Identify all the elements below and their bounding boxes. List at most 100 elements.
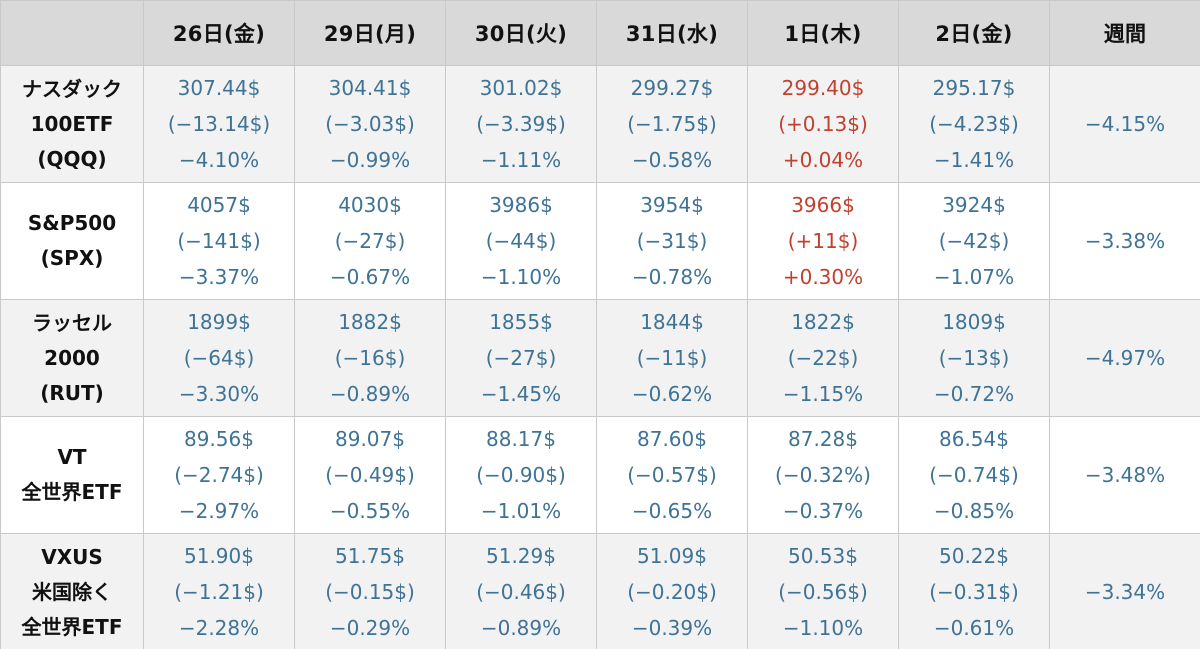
day-cell: 89.07$ (−0.49$) −0.55% [294, 416, 446, 534]
cell-change: (−27$) [334, 229, 406, 253]
cell-change: (+11$) [787, 229, 859, 253]
day-header: 29日(月) [294, 0, 446, 66]
day-cell: 87.28$ (−0.32%) −0.37% [747, 416, 899, 534]
weekly-change-cell: −3.48% [1049, 416, 1200, 534]
row-label-line: (SPX) [40, 246, 104, 270]
header-row: 26日(金) 29日(月) 30日(火) 31日(水) 1日(木) 2日(金) … [0, 0, 1200, 66]
cell-price: 87.28$ [788, 427, 858, 451]
day-cell: 51.75$ (−0.15$) −0.29% [294, 533, 446, 649]
day-header: 30日(火) [445, 0, 597, 66]
cell-change: (−13.14$) [167, 112, 271, 136]
cell-pct: −1.15% [782, 382, 864, 406]
cell-change: (+0.13$) [778, 112, 868, 136]
row-label-line: ラッセル [32, 310, 112, 335]
day-cell: 1844$ (−11$) −0.62% [596, 299, 748, 417]
cell-price: 3966$ [791, 193, 855, 217]
cell-change: (−44$) [485, 229, 557, 253]
row-label: ラッセル 2000 (RUT) [0, 299, 144, 417]
cell-price: 3924$ [942, 193, 1006, 217]
cell-pct: −0.55% [329, 499, 411, 523]
row-label-line: 2000 [44, 345, 100, 370]
day-cell: 3954$ (−31$) −0.78% [596, 182, 748, 300]
day-cell: 89.56$ (−2.74$) −2.97% [143, 416, 295, 534]
day-cell: 86.54$ (−0.74$) −0.85% [898, 416, 1050, 534]
day-cell: 299.40$ (+0.13$) +0.04% [747, 65, 899, 183]
cell-price: 304.41$ [328, 76, 412, 100]
cell-pct: −0.89% [329, 382, 411, 406]
row-label-line: (RUT) [40, 380, 104, 405]
day-cell: 1882$ (−16$) −0.89% [294, 299, 446, 417]
cell-price: 51.90$ [184, 544, 254, 568]
cell-price: 50.53$ [788, 544, 858, 568]
cell-change: (−141$) [177, 229, 261, 253]
row-label-line: ナスダック [22, 76, 122, 101]
cell-change: (−0.57$) [627, 463, 717, 487]
cell-price: 299.27$ [630, 76, 714, 100]
day-cell: 1899$ (−64$) −3.30% [143, 299, 295, 417]
cell-price: 1809$ [942, 310, 1006, 334]
row-label-line: (QQQ) [37, 146, 107, 171]
cell-change: (−3.03$) [325, 112, 415, 136]
cell-change: (−3.39$) [476, 112, 566, 136]
day-cell: 88.17$ (−0.90$) −1.01% [445, 416, 597, 534]
cell-price: 86.54$ [939, 427, 1009, 451]
cell-change: (−0.74$) [929, 463, 1019, 487]
cell-price: 51.09$ [637, 544, 707, 568]
day-cell: 50.22$ (−0.31$) −0.61% [898, 533, 1050, 649]
row-label-line: 全世界ETF [21, 480, 123, 504]
cell-price: 4030$ [338, 193, 402, 217]
day-cell: 1855$ (−27$) −1.45% [445, 299, 597, 417]
cell-price: 89.56$ [184, 427, 254, 451]
weekly-change-cell: −4.97% [1049, 299, 1200, 417]
cell-pct: −1.41% [933, 148, 1015, 172]
day-cell: 50.53$ (−0.56$) −1.10% [747, 533, 899, 649]
cell-pct: −2.28% [178, 616, 260, 640]
cell-change: (−0.15$) [325, 580, 415, 604]
cell-pct: −0.85% [933, 499, 1015, 523]
row-label-line: 100ETF [30, 111, 114, 136]
cell-pct: −1.45% [480, 382, 562, 406]
cell-price: 87.60$ [637, 427, 707, 451]
cell-change: (−4.23$) [929, 112, 1019, 136]
cell-price: 301.02$ [479, 76, 563, 100]
day-header: 26日(金) [143, 0, 295, 66]
day-cell: 307.44$ (−13.14$) −4.10% [143, 65, 295, 183]
cell-pct: −0.67% [329, 265, 411, 289]
cell-pct: −0.37% [782, 499, 864, 523]
table-row: S&P500 (SPX) 4057$ (−141$) −3.37% 4030$ (−27$)… [0, 182, 1200, 300]
cell-change: (−1.21$) [174, 580, 264, 604]
row-label: ナスダック 100ETF (QQQ) [0, 65, 144, 183]
row-label: VT 全世界ETF [0, 416, 144, 534]
cell-change: (−2.74$) [174, 463, 264, 487]
day-cell: 51.90$ (−1.21$) −2.28% [143, 533, 295, 649]
cell-change: (−16$) [334, 346, 406, 370]
cell-change: (−0.49$) [325, 463, 415, 487]
cell-pct: −1.10% [782, 616, 864, 640]
cell-pct: −4.10% [178, 148, 260, 172]
cell-price: 51.75$ [335, 544, 405, 568]
day-cell: 4057$ (−141$) −3.37% [143, 182, 295, 300]
cell-pct: −0.78% [631, 265, 713, 289]
weekly-change-cell: −4.15% [1049, 65, 1200, 183]
day-cell: 295.17$ (−4.23$) −1.41% [898, 65, 1050, 183]
cell-change: (−11$) [636, 346, 708, 370]
cell-pct: −1.11% [480, 148, 562, 172]
day-cell: 299.27$ (−1.75$) −0.58% [596, 65, 748, 183]
day-cell: 4030$ (−27$) −0.67% [294, 182, 446, 300]
row-label: S&P500 (SPX) [0, 182, 144, 300]
cell-pct: −1.10% [480, 265, 562, 289]
cell-price: 299.40$ [781, 76, 865, 100]
row-label-line: 米国除く [32, 579, 112, 604]
cell-price: 1882$ [338, 310, 402, 334]
row-label-line: VXUS [41, 544, 103, 569]
cell-change: (−0.90$) [476, 463, 566, 487]
cell-change: (−0.32%) [775, 463, 871, 487]
cell-pct: −0.65% [631, 499, 713, 523]
cell-price: 3986$ [489, 193, 553, 217]
table-row: ナスダック 100ETF (QQQ) 307.44$ (−13.14$) −4.10% 30… [0, 65, 1200, 183]
cell-change: (−0.20$) [627, 580, 717, 604]
day-cell: 3924$ (−42$) −1.07% [898, 182, 1050, 300]
row-label-line: 全世界ETF [21, 614, 123, 639]
cell-price: 50.22$ [939, 544, 1009, 568]
